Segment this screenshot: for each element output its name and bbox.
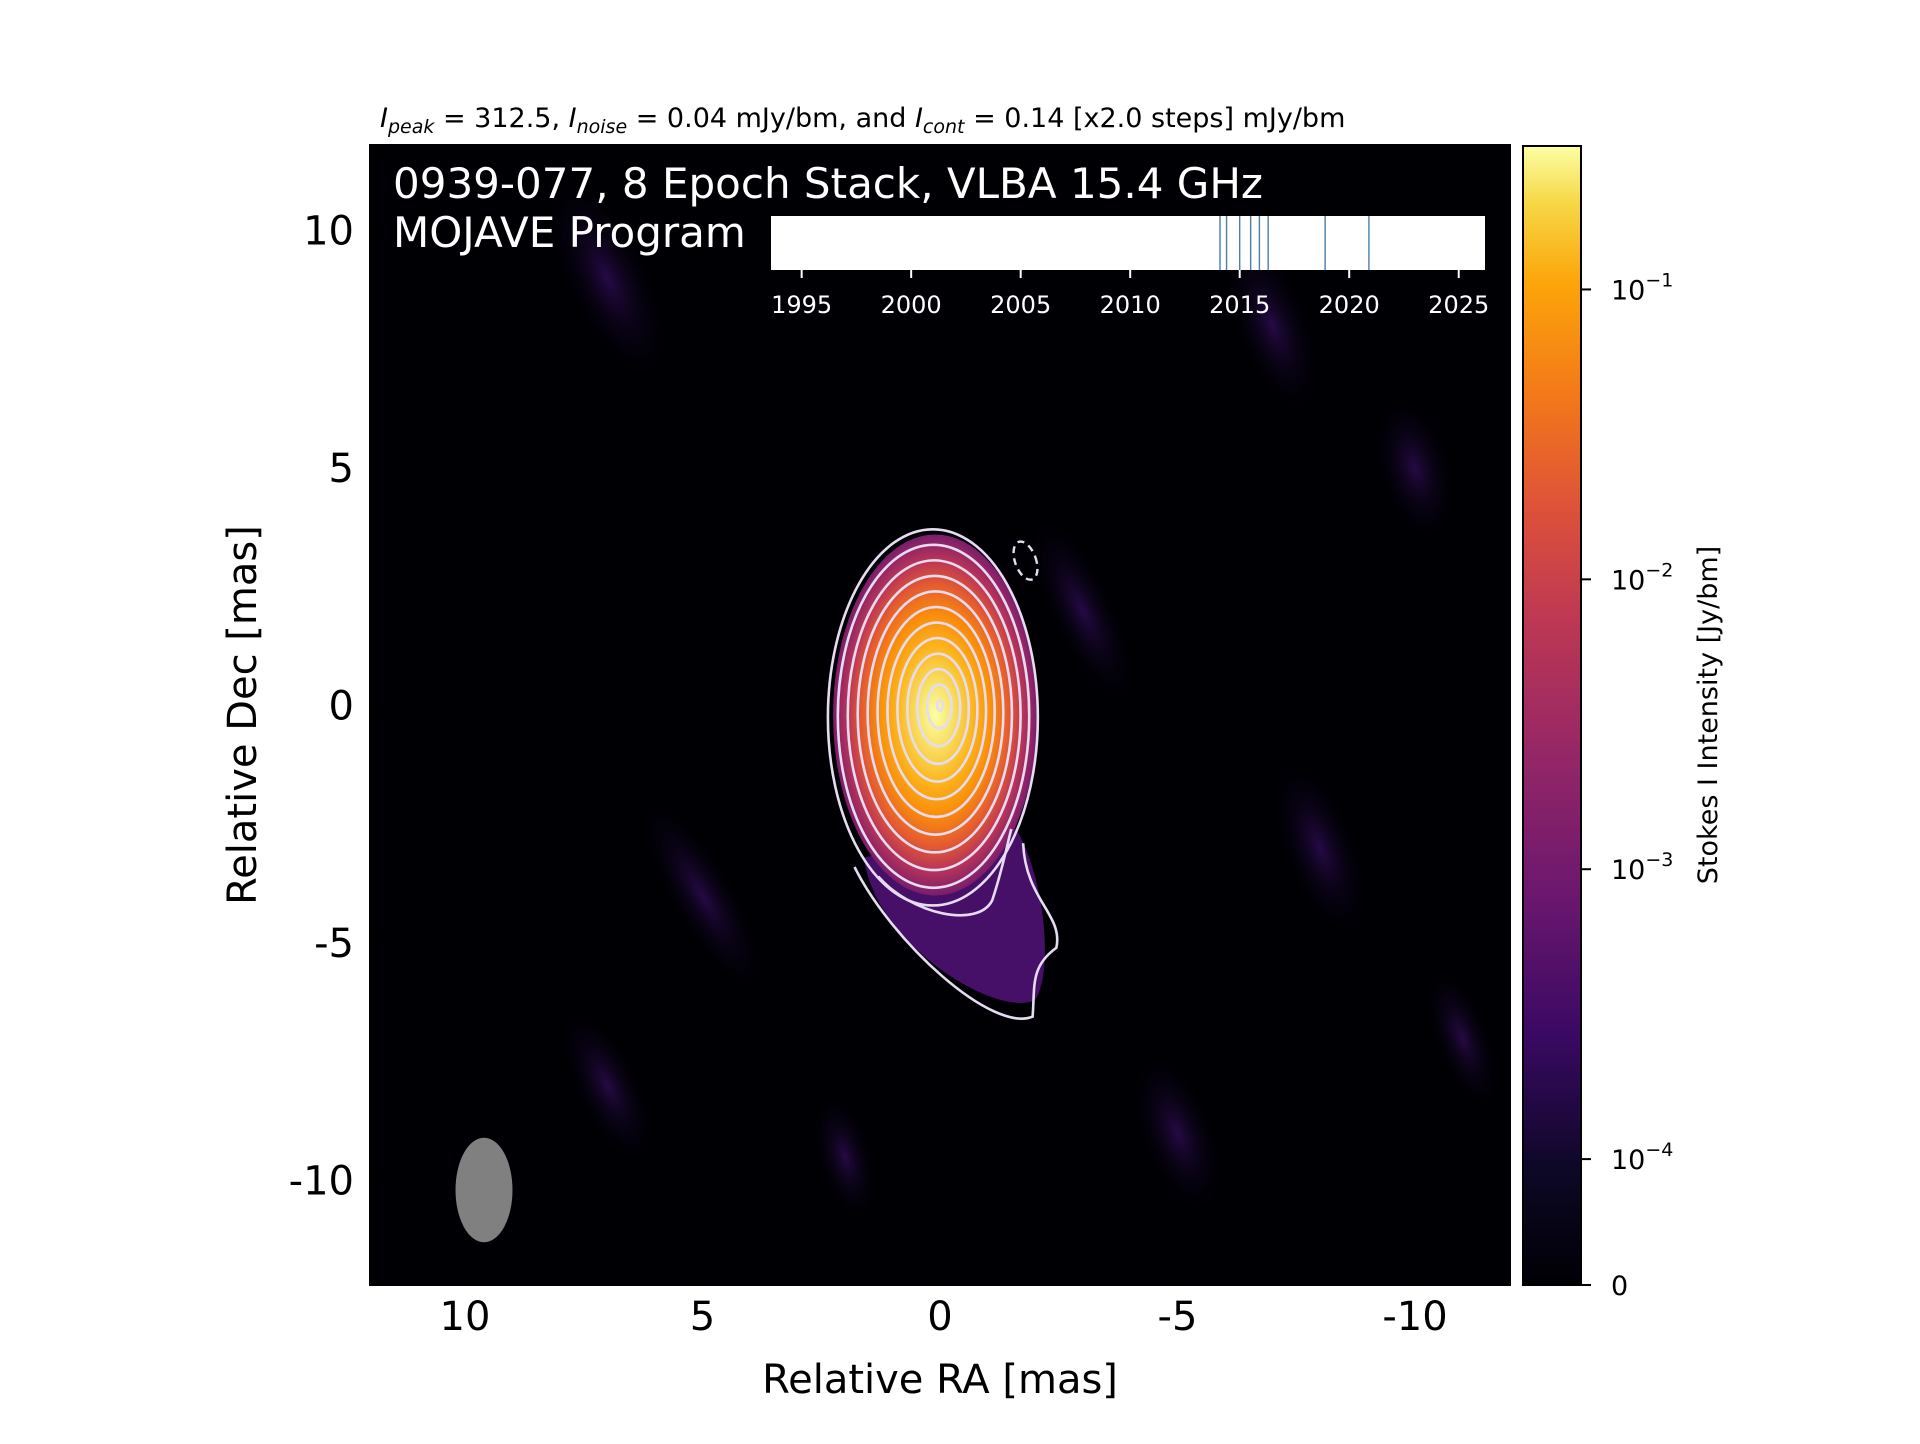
faint-emission-blob	[638, 795, 767, 996]
y-tick-label: 5	[329, 446, 354, 492]
x-tick-label: 10	[440, 1294, 491, 1340]
x-tick-label: 0	[927, 1294, 952, 1340]
epoch-timeline-box	[771, 216, 1485, 270]
epoch-tick-label: 2000	[881, 291, 942, 319]
chart-title-line2: MOJAVE Program	[393, 208, 746, 257]
plot-area	[370, 145, 1510, 1285]
y-tick-label: 10	[303, 209, 354, 255]
faint-emission-blob	[1373, 393, 1457, 543]
colorbar-tick-label: 0	[1611, 1271, 1628, 1302]
colorbar-tick-label: 10−3	[1611, 849, 1673, 886]
colorbar-gradient	[1522, 145, 1582, 1286]
contour-level	[886, 621, 988, 801]
contour-set	[826, 527, 1059, 1020]
epoch-tick-label: 2010	[1100, 291, 1161, 319]
faint-emission-blob	[1224, 235, 1321, 416]
contour-level	[906, 652, 971, 766]
x-tick-label: -5	[1158, 1294, 1198, 1340]
x-tick-label: 5	[690, 1294, 715, 1340]
faint-emission-blob	[812, 1092, 878, 1222]
core-emission	[833, 534, 1038, 896]
x-axis-ticks: 10 5 0 -5 -10	[440, 1275, 1448, 1340]
contour-level	[826, 527, 1040, 907]
contour-level	[935, 698, 945, 713]
chart-subtitle: Ipeak = 312.5, Inoise = 0.04 mJy/bm, and…	[380, 103, 1345, 138]
colorbar-tick-label: 10−2	[1611, 559, 1673, 596]
contour-level	[915, 667, 962, 748]
faint-emission-blob	[560, 1006, 655, 1165]
contour-level	[877, 828, 1013, 917]
chart-title-line1: 0939-077, 8 Epoch Stack, VLBA 15.4 GHz	[393, 159, 1263, 208]
epoch-tick-label: 2020	[1319, 291, 1380, 319]
negative-contour	[1012, 540, 1039, 581]
contour-level	[856, 574, 1014, 854]
colorbar: 0 10−4 10−3 10−2 10−1 Stokes I Intensity [Jy…	[1522, 145, 1724, 1302]
faint-emission-blob	[1425, 965, 1500, 1111]
y-tick-label: 0	[329, 684, 354, 730]
faint-emission-blob	[1271, 757, 1369, 939]
epoch-timeline-ticks: 1995 2000 2005 2010 2015 2020 2025	[771, 270, 1489, 319]
contour-level	[836, 543, 1031, 890]
faint-emission	[545, 173, 1500, 1222]
y-tick-label: -5	[314, 921, 354, 967]
contour-level	[876, 605, 996, 819]
epoch-tick-label: 1995	[771, 291, 832, 319]
x-tick-label: -10	[1382, 1294, 1447, 1340]
contour-level	[925, 683, 953, 730]
beam-ellipse	[455, 1137, 513, 1243]
y-tick-label: -10	[289, 1159, 354, 1205]
colorbar-tick-label: 10−1	[1611, 269, 1673, 306]
y-axis-ticks: 10 5 0 -5 -10	[289, 209, 380, 1205]
epoch-lines	[1219, 216, 1370, 270]
contour-level	[866, 590, 1005, 836]
colorbar-label: Stokes I Intensity [Jy/bm]	[1693, 546, 1724, 884]
colorbar-ticks: 0 10−4 10−3 10−2 10−1	[1581, 269, 1673, 1302]
epoch-tick-label: 2015	[1209, 291, 1270, 319]
colorbar-tick-label: 10−4	[1611, 1139, 1673, 1176]
epoch-tick-label: 2025	[1428, 291, 1489, 319]
x-axis-label: Relative RA [mas]	[762, 1357, 1118, 1403]
faint-emission-blob	[545, 173, 670, 383]
epoch-tick-label: 2005	[990, 291, 1051, 319]
faint-emission-blob	[1029, 514, 1136, 707]
contour-level	[846, 559, 1022, 872]
contour-level	[853, 843, 1059, 1020]
epoch-timeline: 1995 2000 2005 2010 2015 2020 2025	[771, 216, 1489, 319]
contour-level	[896, 636, 979, 783]
y-axis-label: Relative Dec [mas]	[220, 525, 266, 905]
faint-emission-blob	[1131, 1051, 1224, 1215]
